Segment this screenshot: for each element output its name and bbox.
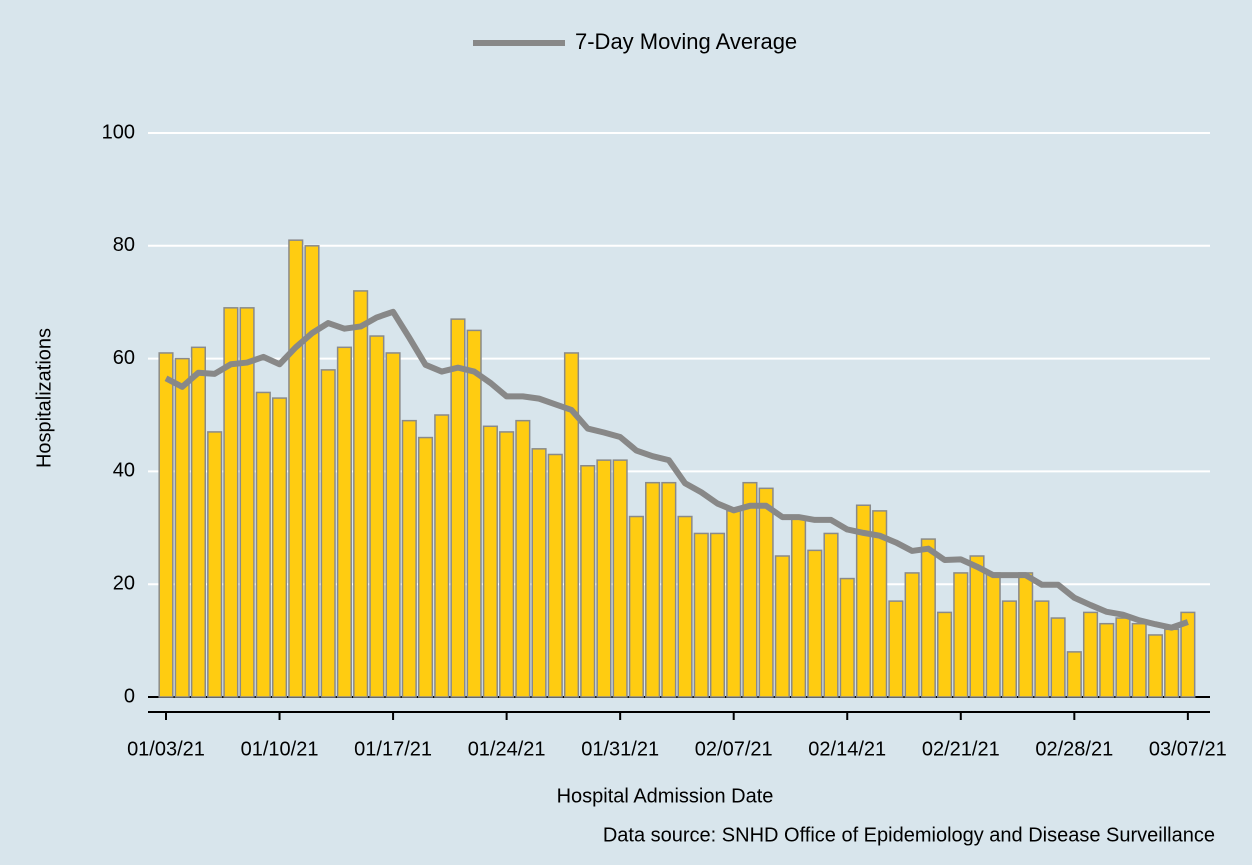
bar — [563, 352, 580, 698]
bar — [969, 555, 985, 698]
bar — [450, 318, 466, 698]
bar — [693, 532, 709, 698]
bar — [855, 504, 872, 698]
bar — [1001, 600, 1018, 698]
bar — [190, 346, 207, 698]
bar — [401, 419, 417, 698]
bar — [774, 555, 790, 698]
y-tick-label: 20 — [113, 572, 135, 594]
x-tick-label: 01/24/21 — [468, 738, 546, 760]
bar — [369, 335, 385, 698]
bar — [223, 307, 239, 698]
bar — [1066, 651, 1082, 698]
x-axis-label: Hospital Admission Date — [557, 785, 774, 807]
bar — [531, 448, 547, 698]
x-tick-label: 01/17/21 — [354, 738, 432, 760]
bar — [288, 239, 304, 698]
bar — [807, 549, 823, 698]
bar — [1050, 617, 1066, 698]
bar — [207, 431, 223, 698]
bar — [872, 510, 888, 698]
x-tick-label: 02/21/21 — [922, 738, 1000, 760]
bar — [726, 510, 742, 698]
x-tick-label: 01/03/21 — [127, 738, 205, 760]
y-tick-label: 100 — [102, 121, 135, 143]
bar — [612, 459, 628, 698]
bar — [547, 453, 563, 698]
bar — [304, 245, 320, 698]
x-tick-label: 01/10/21 — [241, 738, 319, 760]
bar — [353, 290, 369, 698]
bar — [1082, 611, 1099, 698]
bar — [255, 391, 271, 698]
bar — [515, 419, 531, 698]
moving-average-line — [164, 308, 1189, 631]
bar — [628, 515, 644, 698]
x-tick-label: 01/31/21 — [581, 738, 659, 760]
bar — [742, 481, 758, 698]
x-tick-label: 02/14/21 — [808, 738, 886, 760]
bar — [888, 600, 904, 698]
bar — [709, 532, 726, 698]
y-tick-label: 0 — [124, 685, 135, 707]
bar — [466, 329, 482, 698]
x-tick-label: 02/28/21 — [1035, 738, 1113, 760]
bar — [661, 481, 677, 698]
bar — [823, 532, 839, 698]
bar — [174, 357, 190, 698]
bar — [596, 459, 612, 698]
x-tick-label: 02/07/21 — [695, 738, 773, 760]
bar — [385, 352, 401, 698]
bar — [482, 425, 498, 698]
bar — [1034, 600, 1050, 698]
bar — [645, 481, 661, 698]
bar — [904, 572, 920, 698]
bar — [985, 572, 1001, 698]
bar — [758, 487, 774, 698]
bar — [1099, 622, 1115, 698]
bar — [271, 397, 288, 698]
bar — [499, 431, 515, 698]
bar — [1115, 617, 1131, 698]
bar — [1018, 572, 1034, 698]
legend-label: 7-Day Moving Average — [575, 29, 797, 54]
bar — [1164, 628, 1180, 698]
source-note: Data source: SNHD Office of Epidemiology… — [603, 824, 1215, 846]
bar — [1131, 622, 1147, 698]
bar — [434, 414, 450, 698]
bar — [920, 538, 936, 698]
y-axis-label: Hospitalizations — [33, 328, 55, 468]
bar — [158, 352, 174, 698]
bar — [677, 515, 693, 698]
bar — [336, 346, 352, 698]
x-tick-label: 03/07/21 — [1149, 738, 1227, 760]
bar — [839, 577, 855, 698]
bar — [580, 465, 596, 698]
y-tick-label: 80 — [113, 234, 135, 256]
bar — [953, 572, 969, 698]
bar — [320, 369, 336, 698]
y-tick-label: 40 — [113, 460, 135, 482]
bar — [936, 611, 953, 698]
bar — [1147, 634, 1163, 698]
y-tick-label: 60 — [113, 347, 135, 369]
bar — [1180, 611, 1196, 698]
bar — [417, 436, 434, 698]
bar — [239, 307, 255, 698]
bar — [791, 515, 807, 698]
